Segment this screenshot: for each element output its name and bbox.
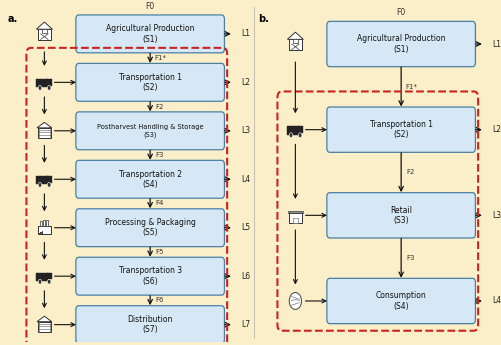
FancyBboxPatch shape: [76, 63, 224, 101]
FancyBboxPatch shape: [40, 221, 42, 226]
Text: Agricultural Production
(S1): Agricultural Production (S1): [106, 24, 194, 43]
Text: Transportation 1
(S2): Transportation 1 (S2): [369, 120, 432, 139]
Text: Transportation 2
(S4): Transportation 2 (S4): [118, 169, 181, 189]
Text: F2: F2: [155, 104, 164, 110]
FancyBboxPatch shape: [42, 231, 43, 235]
FancyBboxPatch shape: [76, 257, 224, 295]
FancyBboxPatch shape: [38, 29, 51, 40]
Text: L3: L3: [240, 126, 250, 135]
FancyBboxPatch shape: [36, 176, 48, 184]
Text: F1*: F1*: [154, 55, 166, 61]
Text: L1: L1: [491, 40, 500, 49]
Polygon shape: [287, 32, 303, 39]
FancyBboxPatch shape: [47, 273, 52, 279]
Circle shape: [298, 133, 301, 138]
FancyBboxPatch shape: [76, 209, 224, 247]
Text: F0: F0: [145, 1, 154, 11]
FancyBboxPatch shape: [40, 232, 42, 235]
FancyBboxPatch shape: [46, 220, 48, 226]
FancyBboxPatch shape: [288, 39, 302, 50]
Circle shape: [38, 279, 42, 284]
Text: Consumption
(S4): Consumption (S4): [375, 291, 426, 311]
FancyBboxPatch shape: [39, 233, 40, 235]
FancyBboxPatch shape: [38, 322, 51, 332]
Polygon shape: [288, 211, 302, 213]
Circle shape: [38, 86, 42, 90]
Circle shape: [38, 183, 42, 187]
Text: L3: L3: [491, 211, 500, 220]
FancyBboxPatch shape: [326, 193, 474, 238]
Text: F4: F4: [155, 200, 164, 207]
FancyBboxPatch shape: [298, 126, 303, 133]
Circle shape: [47, 279, 51, 284]
Text: a.: a.: [8, 13, 18, 23]
Text: F3: F3: [406, 255, 414, 261]
Polygon shape: [37, 316, 52, 322]
Text: F1*: F1*: [404, 84, 416, 90]
FancyBboxPatch shape: [326, 107, 474, 152]
Text: F0: F0: [396, 8, 405, 17]
Text: L2: L2: [491, 125, 500, 134]
Text: L7: L7: [240, 320, 250, 329]
Text: b.: b.: [258, 13, 269, 23]
FancyBboxPatch shape: [43, 220, 45, 226]
FancyBboxPatch shape: [38, 226, 51, 235]
Circle shape: [289, 293, 301, 309]
Circle shape: [47, 183, 51, 187]
FancyBboxPatch shape: [326, 21, 474, 67]
FancyBboxPatch shape: [326, 278, 474, 324]
Text: Distribution
(S7): Distribution (S7): [127, 315, 172, 334]
Text: Processing & Packaging
(S5): Processing & Packaging (S5): [105, 218, 195, 237]
Polygon shape: [36, 22, 52, 29]
FancyBboxPatch shape: [76, 160, 224, 198]
FancyBboxPatch shape: [38, 128, 51, 138]
FancyBboxPatch shape: [47, 79, 52, 86]
Text: L6: L6: [240, 272, 250, 281]
FancyBboxPatch shape: [36, 79, 48, 87]
Text: Postharvest Handling & Storage
(S3): Postharvest Handling & Storage (S3): [97, 124, 203, 138]
FancyBboxPatch shape: [47, 176, 52, 183]
Text: Agricultural Production
(S1): Agricultural Production (S1): [356, 34, 444, 54]
Text: Transportation 3
(S6): Transportation 3 (S6): [118, 266, 181, 286]
Text: L4: L4: [240, 175, 250, 184]
FancyBboxPatch shape: [38, 234, 39, 235]
FancyBboxPatch shape: [288, 213, 302, 223]
FancyBboxPatch shape: [36, 273, 48, 281]
FancyBboxPatch shape: [76, 112, 224, 150]
FancyBboxPatch shape: [293, 39, 297, 43]
Text: F5: F5: [155, 249, 164, 255]
FancyBboxPatch shape: [286, 126, 299, 135]
Text: L1: L1: [240, 29, 249, 38]
Text: Transportation 1
(S2): Transportation 1 (S2): [118, 73, 181, 92]
FancyBboxPatch shape: [293, 218, 297, 223]
Text: L2: L2: [240, 78, 249, 87]
Circle shape: [289, 133, 292, 138]
Text: F2: F2: [406, 169, 414, 176]
FancyBboxPatch shape: [76, 15, 224, 53]
FancyBboxPatch shape: [42, 29, 47, 33]
Text: L4: L4: [491, 296, 500, 305]
Text: L5: L5: [240, 223, 250, 232]
Polygon shape: [37, 122, 52, 128]
Text: F3: F3: [155, 152, 164, 158]
Text: F6: F6: [155, 297, 164, 303]
Text: Retail
(S3): Retail (S3): [389, 206, 411, 225]
Circle shape: [47, 86, 51, 90]
FancyBboxPatch shape: [76, 306, 224, 344]
